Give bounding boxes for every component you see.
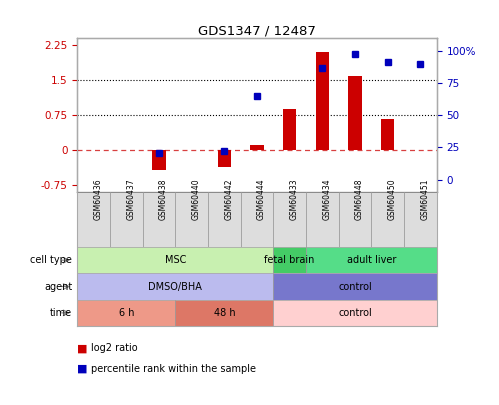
- Bar: [241, 192, 273, 247]
- Bar: [143, 192, 175, 247]
- Text: control: control: [338, 281, 372, 292]
- Bar: [316, 53, 329, 150]
- Text: control: control: [338, 308, 372, 318]
- Title: GDS1347 / 12487: GDS1347 / 12487: [198, 24, 316, 37]
- Text: fetal brain: fetal brain: [264, 255, 315, 265]
- Text: GSM60451: GSM60451: [420, 178, 429, 220]
- Text: GSM60434: GSM60434: [322, 178, 331, 220]
- Text: GSM60436: GSM60436: [94, 178, 103, 220]
- Bar: [77, 300, 175, 326]
- Text: adult liver: adult liver: [347, 255, 396, 265]
- Text: ■: ■: [77, 364, 88, 373]
- Bar: [175, 192, 208, 247]
- Bar: [283, 109, 296, 150]
- Text: percentile rank within the sample: percentile rank within the sample: [91, 364, 256, 373]
- Text: GSM60442: GSM60442: [225, 178, 234, 220]
- Bar: [306, 247, 437, 273]
- Text: 48 h: 48 h: [214, 308, 235, 318]
- Bar: [306, 192, 339, 247]
- Bar: [250, 145, 263, 150]
- Bar: [110, 192, 143, 247]
- Bar: [273, 192, 306, 247]
- Text: log2 ratio: log2 ratio: [91, 343, 138, 353]
- Bar: [273, 300, 437, 326]
- Bar: [339, 192, 371, 247]
- Text: DMSO/BHA: DMSO/BHA: [148, 281, 202, 292]
- Text: GSM60433: GSM60433: [289, 178, 298, 220]
- Bar: [77, 273, 273, 300]
- Bar: [153, 150, 166, 170]
- Bar: [218, 150, 231, 167]
- Bar: [381, 119, 394, 150]
- Bar: [273, 273, 437, 300]
- Bar: [77, 247, 273, 273]
- Text: GSM60438: GSM60438: [159, 178, 168, 220]
- Text: MSC: MSC: [165, 255, 186, 265]
- Text: time: time: [50, 308, 72, 318]
- Text: ■: ■: [77, 343, 88, 353]
- Text: GSM60448: GSM60448: [355, 178, 364, 220]
- Text: agent: agent: [44, 281, 72, 292]
- Text: cell type: cell type: [30, 255, 72, 265]
- Text: GSM60444: GSM60444: [257, 178, 266, 220]
- Bar: [208, 192, 241, 247]
- Bar: [371, 192, 404, 247]
- Text: 6 h: 6 h: [119, 308, 134, 318]
- Text: GSM60450: GSM60450: [388, 178, 397, 220]
- Bar: [273, 247, 306, 273]
- Bar: [77, 192, 110, 247]
- Text: GSM60440: GSM60440: [192, 178, 201, 220]
- Bar: [175, 300, 273, 326]
- Text: GSM60437: GSM60437: [126, 178, 135, 220]
- Bar: [348, 76, 361, 150]
- Bar: [404, 192, 437, 247]
